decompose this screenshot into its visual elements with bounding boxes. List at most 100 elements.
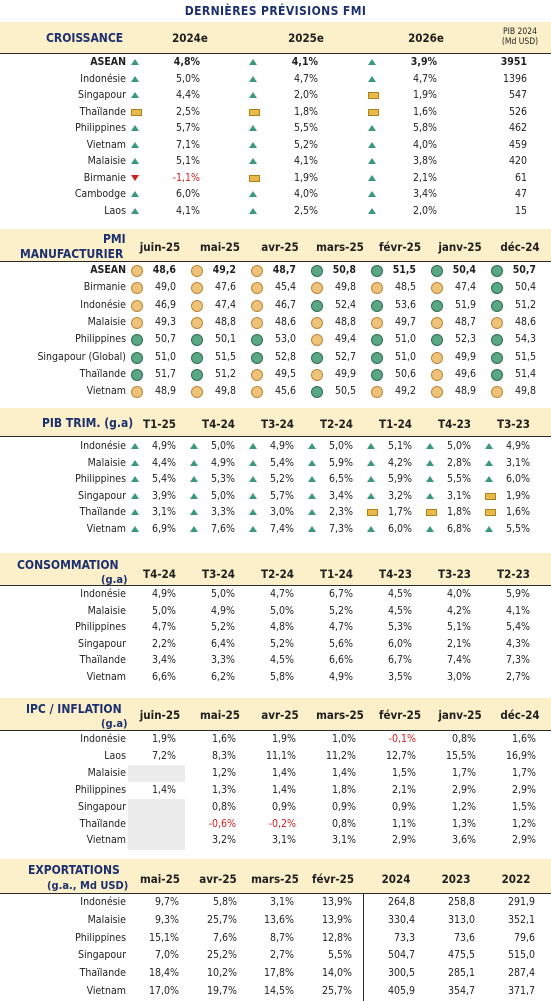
- above-50-dot-icon: [371, 351, 383, 364]
- trend-up-icon: [249, 75, 257, 82]
- trend-up-icon: [308, 492, 316, 499]
- row-label: ASEAN: [90, 264, 126, 276]
- below-50-dot-icon: [131, 316, 143, 329]
- trend-flat-icon: [367, 509, 378, 517]
- value-cell: 1,6%: [512, 733, 536, 745]
- table-row: Philippines 15,1% 7,6% 8,7% 12,8% 73,3 73,6 79,…: [0, 930, 551, 947]
- value-cell: 51,5: [214, 350, 236, 363]
- croissance-section: CROISSANCE 2024e 2025e 2026e PIB 2024 (M…: [0, 22, 551, 217]
- table-row: Singapour (Global) 51,0 51,5 52,8 52,7 51,0 49…: [0, 349, 551, 366]
- trend-up-icon: [190, 476, 198, 483]
- column-header: 2024: [381, 872, 411, 886]
- above-50-dot-icon: [251, 351, 263, 364]
- trend-up-icon: [131, 92, 139, 98]
- table-row: Philippines 5,7% 5,5% 5,8% 462: [0, 120, 551, 137]
- value-cell: 18,4%: [148, 967, 179, 980]
- value-cell: -0,1%: [388, 733, 416, 745]
- below-50-dot-icon: [491, 386, 503, 399]
- value-cell: 48,9: [154, 385, 176, 398]
- value-cell: 5,9%: [506, 588, 530, 600]
- value-cell: 5,5%: [447, 473, 471, 486]
- value-cell: 14,5%: [263, 985, 294, 997]
- trend-flat-icon: [485, 509, 496, 517]
- value-cell: 2,1%: [413, 171, 437, 184]
- value-cell: 4,7%: [294, 72, 318, 85]
- value-cell: 5,4%: [270, 456, 294, 469]
- pib-trim-section: PIB TRIM. (g.a) T1-25 T4-24 T3-24 T2-24 T1-2…: [0, 408, 551, 535]
- value-cell: 52,4: [334, 298, 356, 311]
- table-row: Malaisie 4,4% 4,9% 5,4% 5,9% 4,2% 2,8% 3,1%: [0, 455, 551, 472]
- value-cell: 0,9%: [272, 800, 296, 813]
- value-cell: 11,2%: [325, 749, 356, 762]
- value-cell: 5,7%: [270, 489, 294, 502]
- value-cell: 49,8: [334, 281, 356, 294]
- value-cell: 4,7%: [152, 621, 176, 634]
- below-50-dot-icon: [311, 368, 323, 381]
- table-row: Vietnam 6,9% 7,6% 7,4% 7,3% 6,0% 6,8% 5,5%: [0, 521, 551, 538]
- trend-up-icon: [190, 459, 198, 466]
- value-cell: 2,7%: [506, 671, 530, 683]
- row-label: Indonésie: [80, 733, 126, 745]
- value-cell: 49,8: [214, 385, 236, 398]
- value-cell: 50,4: [452, 264, 476, 276]
- table-row: Vietnam 3,2% 3,1% 3,1% 2,9% 3,6% 2,9%: [0, 832, 551, 850]
- value-cell: 1,2%: [512, 817, 536, 830]
- value-cell: 4,2%: [447, 604, 471, 617]
- value-cell: 5,2%: [270, 637, 294, 650]
- above-50-dot-icon: [431, 299, 443, 312]
- value-cell: 15,1%: [148, 931, 179, 944]
- value-cell: 7,3%: [329, 523, 353, 535]
- value-cell: 50,7: [512, 264, 536, 276]
- column-header: juin-25: [139, 708, 181, 722]
- table-row: Thaïlande 18,4% 10,2% 17,8% 14,0% 300,5 285,1 2…: [0, 965, 551, 982]
- row-label: Philippines: [75, 473, 126, 486]
- trend-up-icon: [249, 509, 257, 516]
- table-row: Indonésie 46,9 47,4 46,7 52,4 53,6 51,9 51,2: [0, 297, 551, 314]
- value-cell: 73,3: [393, 931, 415, 944]
- table-row: Singapour 7,0% 25,2% 2,7% 5,5% 504,7 475,5 515,…: [0, 947, 551, 964]
- table-row: Vietnam 17,0% 19,7% 14,5% 25,7% 405,9 354,7 371…: [0, 983, 551, 1000]
- trend-up-icon: [426, 492, 434, 499]
- value-cell: 2,1%: [392, 783, 416, 796]
- value-cell: 51,0: [154, 350, 176, 363]
- value-cell: 5,3%: [211, 473, 235, 486]
- value-cell: 2,9%: [512, 834, 536, 847]
- below-50-dot-icon: [311, 334, 323, 347]
- value-cell: 2,7%: [270, 949, 294, 962]
- table-row: Singapour 2,2% 6,4% 5,2% 5,6% 6,0% 2,1% 4,3%: [0, 636, 551, 653]
- table-row: Philippines 50,7 50,1 53,0 49,4 51,0 52,3 54,3: [0, 331, 551, 348]
- value-cell: 2,0%: [294, 89, 318, 101]
- table-row: Birmanie 49,0 47,6 45,4 49,8 48,5 47,4 50,4: [0, 279, 551, 296]
- column-header: 2022: [501, 872, 531, 886]
- column-header: T1-24: [379, 417, 412, 431]
- trend-up-icon: [367, 476, 375, 483]
- above-50-dot-icon: [491, 265, 503, 277]
- trend-up-icon: [426, 459, 434, 466]
- value-cell: 25,2%: [206, 949, 237, 962]
- value-cell: 50,7: [154, 333, 176, 346]
- above-50-dot-icon: [131, 351, 143, 364]
- column-header: mars-25: [251, 872, 299, 886]
- value-cell: 515,0: [507, 949, 535, 962]
- value-cell: 3,8%: [413, 155, 437, 167]
- value-cell: 2,9%: [392, 834, 416, 847]
- table-row: Birmanie -1,1% 1,9% 2,1% 61: [0, 170, 551, 187]
- trend-up-icon: [249, 492, 257, 499]
- value-cell: 19,7%: [206, 985, 237, 997]
- trend-up-icon: [249, 443, 257, 449]
- value-cell: 13,9%: [321, 896, 352, 908]
- row-label: Singapour: [77, 800, 126, 813]
- value-cell: 5,0%: [211, 489, 235, 502]
- row-label: Thaïlande: [79, 817, 126, 830]
- trend-up-icon: [485, 459, 493, 466]
- above-50-dot-icon: [371, 299, 383, 312]
- value-cell: 10,2%: [206, 967, 237, 980]
- pmi-section: PMI MANUFACTURIER juin-25 mai-25 avr-25 mar…: [0, 229, 551, 399]
- value-cell: 7,0%: [155, 949, 179, 962]
- below-50-dot-icon: [431, 282, 443, 295]
- table-row: Philippines 4,7% 5,2% 4,8% 4,7% 5,3% 5,1% 5,4%: [0, 619, 551, 636]
- table-row: Singapour 0,8% 0,9% 0,9% 0,9% 1,2% 1,5%: [0, 798, 551, 816]
- value-cell: 0,8%: [452, 733, 476, 745]
- trend-up-icon: [131, 59, 139, 65]
- trend-up-icon: [131, 492, 139, 499]
